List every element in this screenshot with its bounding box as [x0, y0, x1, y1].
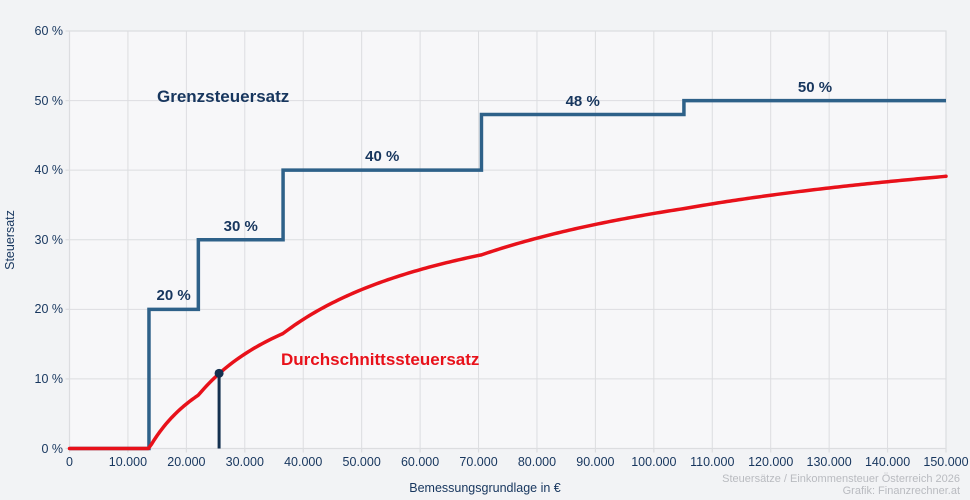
- series-label-durchschnittssteuersatz: Durchschnittssteuersatz: [281, 350, 480, 369]
- x-tick-label: 30.000: [225, 455, 264, 469]
- attribution-source-line: Steuersätze / Einkommensteuer Österreich…: [722, 473, 960, 485]
- y-tick-label: 40 %: [34, 163, 64, 178]
- x-tick-label: 20.000: [167, 455, 206, 469]
- x-tick-label: 130.000: [806, 455, 852, 469]
- x-tick-label: 40.000: [284, 455, 323, 469]
- marginal-rate-label: 50 %: [797, 78, 833, 96]
- y-tick-label: 30 %: [34, 232, 64, 247]
- x-tick-label: 120.000: [748, 455, 794, 469]
- attribution: Steuersätze / Einkommensteuer Österreich…: [722, 473, 960, 497]
- marginal-rate-label: 48 %: [565, 92, 600, 110]
- average-rate-curve: [67, 174, 948, 451]
- x-tick-label: 80.000: [517, 455, 557, 469]
- x-tick-label: 150.000: [923, 455, 969, 469]
- x-tick-label: 0: [66, 455, 73, 469]
- series-label-grenzsteuersatz: Grenzsteuersatz: [157, 87, 290, 106]
- x-tick-label: 10.000: [108, 455, 148, 469]
- marker-dot: [214, 368, 224, 378]
- x-tick-label: 100.000: [631, 455, 677, 469]
- x-tick-label: 50.000: [342, 455, 381, 469]
- y-tick-label: 0 %: [41, 441, 63, 456]
- x-tick-label: 140.000: [864, 455, 911, 469]
- x-tick-label: 90.000: [576, 455, 615, 469]
- marginal-rate-label: 20 %: [156, 287, 191, 305]
- marginal-rate-label: 40 %: [365, 148, 400, 166]
- marginal-rate-step-line: [69, 98, 946, 451]
- marginal-rate-label: 30 %: [223, 217, 258, 235]
- x-tick-label: 110.000: [690, 455, 735, 469]
- attribution-credit-line: Grafik: Finanzrechner.at: [842, 485, 960, 497]
- y-tick-label: 60 %: [34, 24, 64, 38]
- y-axis-title: Steuersatz: [3, 210, 17, 270]
- x-tick-label: 60.000: [400, 455, 440, 469]
- y-tick-label: 20 %: [34, 302, 64, 317]
- y-tick-label: 50 %: [34, 93, 64, 108]
- x-axis-title: Bemessungsgrundlage in €: [409, 481, 561, 495]
- x-tick-label: 70.000: [459, 455, 498, 469]
- y-tick-label: 10 %: [34, 371, 64, 386]
